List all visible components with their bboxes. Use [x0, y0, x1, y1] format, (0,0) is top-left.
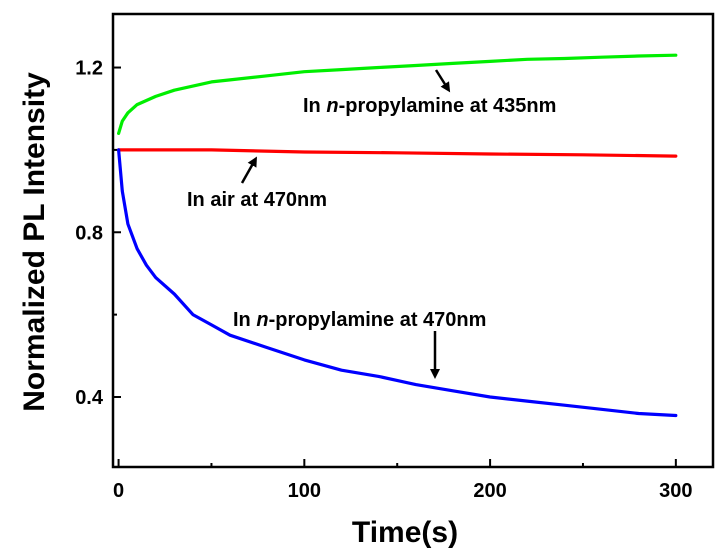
- series-line-0: [117, 53, 678, 135]
- x-tick-label: 100: [288, 480, 321, 502]
- y-tick-label: 0.4: [75, 387, 104, 409]
- annotation-part: In: [233, 309, 256, 331]
- annotation-arrow-435: [434, 69, 451, 93]
- x-tick-label: 300: [659, 480, 692, 502]
- tick-labels: 0 100 200 300 0.4 0.8 1.2: [75, 58, 692, 502]
- annotation-part: In air at 470nm: [187, 189, 327, 211]
- annotation-propylamine-470: In n-propylamine at 470nm: [233, 309, 486, 331]
- annotation-part: -propylamine at 435nm: [339, 95, 557, 117]
- series-line-1: [117, 148, 678, 158]
- annotation-arrow-air: [240, 156, 257, 184]
- y-tick-label: 1.2: [75, 58, 103, 80]
- x-tick-label: 0: [113, 480, 124, 502]
- annotation-air-470: In air at 470nm: [187, 189, 327, 211]
- series-line-2: [117, 148, 678, 418]
- annotation-part: In: [303, 95, 326, 117]
- y-axis-title: Normalized PL Intensity: [18, 72, 51, 412]
- plot-frame: [111, 12, 715, 469]
- x-axis-title: Time(s): [352, 516, 458, 549]
- series-layer: [117, 53, 678, 418]
- y-tick-label: 0.8: [75, 222, 103, 244]
- x-tick-label: 200: [473, 480, 506, 502]
- axis-ticks: [113, 66, 677, 467]
- annotation-propylamine-435: In n-propylamine at 435nm: [303, 95, 556, 117]
- annotation-part: n: [256, 309, 268, 331]
- annotation-part: -propylamine at 470nm: [269, 309, 487, 331]
- annotation-part: n: [326, 95, 338, 117]
